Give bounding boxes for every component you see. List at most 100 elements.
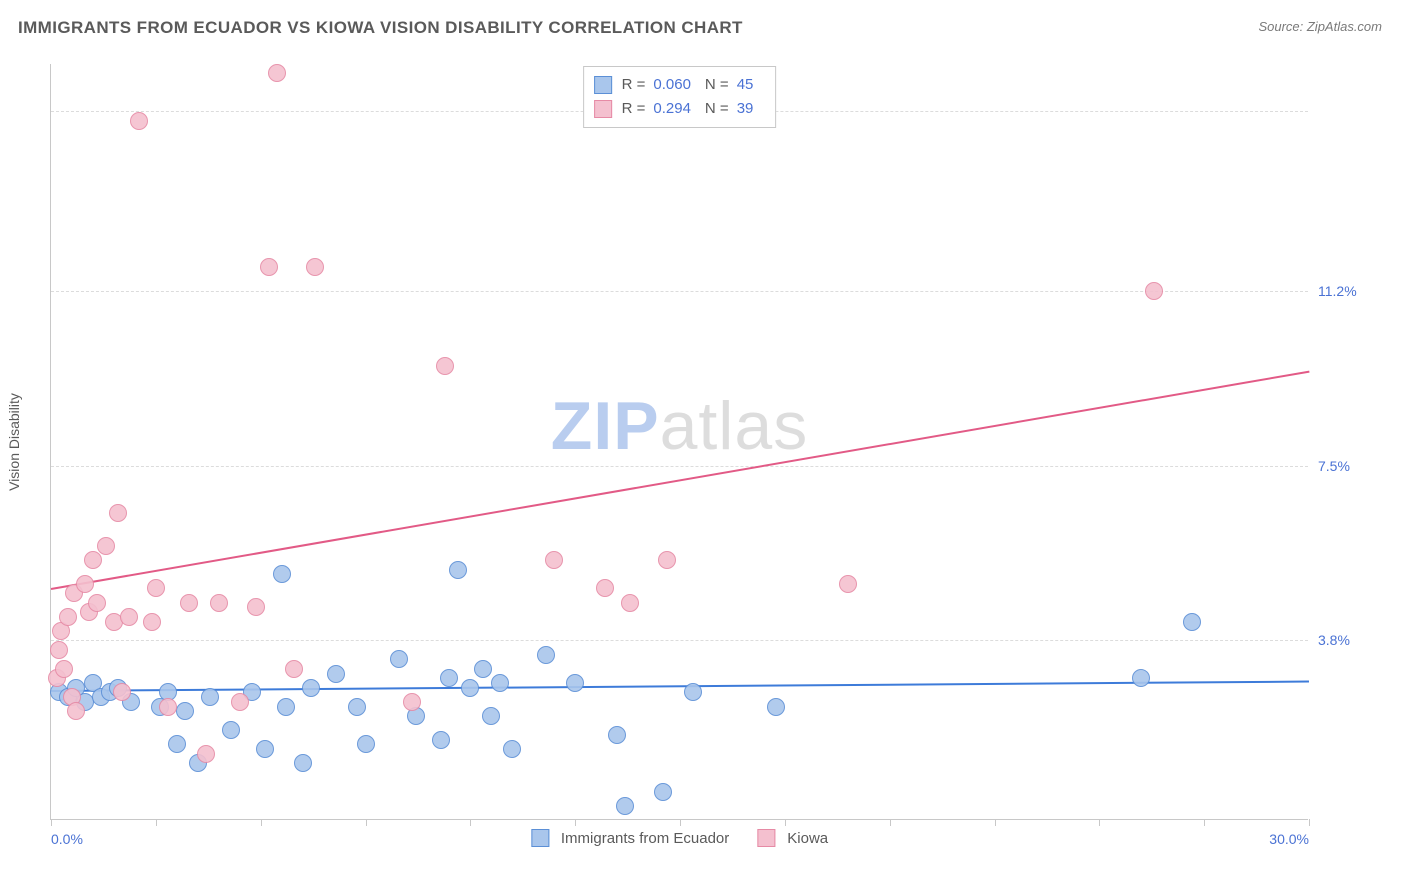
legend-n-label: N =	[705, 73, 729, 97]
data-point	[113, 683, 131, 701]
data-point	[608, 726, 626, 744]
data-point	[482, 707, 500, 725]
series-legend-item: Kiowa	[757, 829, 828, 847]
gridline	[51, 291, 1308, 292]
x-tick	[366, 819, 367, 826]
trend-line	[51, 681, 1309, 692]
data-point	[130, 112, 148, 130]
source-value: ZipAtlas.com	[1307, 19, 1382, 34]
data-point	[503, 740, 521, 758]
x-tick-label: 30.0%	[1269, 831, 1309, 847]
data-point	[449, 561, 467, 579]
data-point	[566, 674, 584, 692]
data-point	[1183, 613, 1201, 631]
data-point	[474, 660, 492, 678]
data-point	[109, 504, 127, 522]
data-point	[210, 594, 228, 612]
data-point	[159, 698, 177, 716]
x-tick	[1204, 819, 1205, 826]
legend-r-label: R =	[622, 73, 646, 97]
watermark: ZIPatlas	[551, 387, 808, 465]
data-point	[260, 258, 278, 276]
y-axis-title: Vision Disability	[6, 393, 22, 491]
watermark-part1: ZIP	[551, 388, 660, 464]
legend-r-label: R =	[622, 97, 646, 121]
legend-swatch	[594, 76, 612, 94]
source-label: Source:	[1258, 19, 1306, 34]
x-tick	[890, 819, 891, 826]
data-point	[247, 598, 265, 616]
legend-r-value: 0.060	[653, 73, 691, 97]
data-point	[231, 693, 249, 711]
data-point	[432, 731, 450, 749]
legend-row: R = 0.060 N = 45	[594, 73, 762, 97]
data-point	[436, 357, 454, 375]
data-point	[97, 537, 115, 555]
legend-n-value: 45	[737, 73, 754, 97]
data-point	[684, 683, 702, 701]
data-point	[491, 674, 509, 692]
data-point	[327, 665, 345, 683]
data-point	[273, 565, 291, 583]
x-tick	[575, 819, 576, 826]
chart-title: IMMIGRANTS FROM ECUADOR VS KIOWA VISION …	[18, 18, 743, 38]
legend-swatch	[757, 829, 775, 847]
gridline	[51, 466, 1308, 467]
data-point	[84, 551, 102, 569]
data-point	[168, 735, 186, 753]
series-name: Kiowa	[787, 830, 828, 847]
data-point	[654, 783, 672, 801]
trend-line	[51, 371, 1309, 590]
gridline	[51, 640, 1308, 641]
data-point	[277, 698, 295, 716]
data-point	[197, 745, 215, 763]
x-tick	[156, 819, 157, 826]
y-tick-label: 7.5%	[1318, 458, 1382, 474]
legend-n-value: 39	[737, 97, 754, 121]
data-point	[222, 721, 240, 739]
data-point	[55, 660, 73, 678]
x-tick	[51, 819, 52, 826]
x-tick-label: 0.0%	[51, 831, 83, 847]
data-point	[294, 754, 312, 772]
legend-n-label: N =	[705, 97, 729, 121]
data-point	[285, 660, 303, 678]
x-tick	[470, 819, 471, 826]
legend-swatch	[531, 829, 549, 847]
data-point	[658, 551, 676, 569]
data-point	[440, 669, 458, 687]
legend-r-value: 0.294	[653, 97, 691, 121]
source-attribution: Source: ZipAtlas.com	[1258, 18, 1382, 36]
legend-swatch	[594, 100, 612, 118]
data-point	[403, 693, 421, 711]
legend-row: R = 0.294 N = 39	[594, 97, 762, 121]
series-legend: Immigrants from Ecuador Kiowa	[531, 829, 828, 847]
scatter-plot: ZIPatlas R =0.060N =45R =0.294N =39 Immi…	[50, 64, 1308, 820]
data-point	[596, 579, 614, 597]
data-point	[767, 698, 785, 716]
x-tick	[785, 819, 786, 826]
data-point	[461, 679, 479, 697]
data-point	[67, 702, 85, 720]
data-point	[306, 258, 324, 276]
data-point	[201, 688, 219, 706]
data-point	[88, 594, 106, 612]
data-point	[176, 702, 194, 720]
series-name: Immigrants from Ecuador	[561, 830, 729, 847]
data-point	[143, 613, 161, 631]
data-point	[348, 698, 366, 716]
data-point	[302, 679, 320, 697]
data-point	[839, 575, 857, 593]
data-point	[256, 740, 274, 758]
data-point	[621, 594, 639, 612]
data-point	[357, 735, 375, 753]
data-point	[545, 551, 563, 569]
series-legend-item: Immigrants from Ecuador	[531, 829, 729, 847]
y-tick-label: 3.8%	[1318, 632, 1382, 648]
x-tick	[1309, 819, 1310, 826]
data-point	[1145, 282, 1163, 300]
x-tick	[995, 819, 996, 826]
x-tick	[261, 819, 262, 826]
y-tick-label: 11.2%	[1318, 283, 1382, 299]
data-point	[50, 641, 68, 659]
